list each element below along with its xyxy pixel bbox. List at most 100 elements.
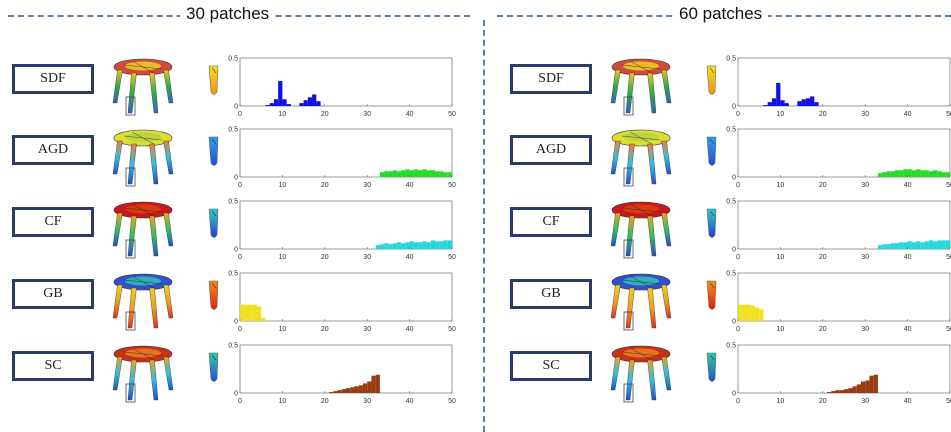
histogram-bar (354, 386, 359, 393)
histogram-bar (907, 241, 912, 249)
histogram-bar (307, 97, 313, 106)
isolated-leg-figure (706, 65, 717, 95)
x-tick-label: 20 (819, 111, 827, 118)
histogram-bar (831, 391, 836, 393)
histogram-bar (405, 242, 410, 249)
histogram-bar (426, 242, 431, 249)
table-mesh-figure (610, 58, 672, 116)
histogram-bar (426, 170, 431, 177)
histogram-bar (299, 103, 304, 106)
histogram-bar (903, 242, 908, 249)
x-tick-label: 0 (736, 254, 740, 261)
y-tick-label: 0 (234, 247, 238, 254)
x-tick-label: 30 (363, 254, 371, 261)
table-mesh-figure (112, 201, 174, 259)
histogram-sdf: 0 10 20 30 40 50 0 0.5 (726, 56, 951, 119)
isolated-leg-figure (706, 136, 717, 166)
x-tick-label: 40 (904, 254, 912, 261)
x-tick-label: 0 (736, 398, 740, 405)
histogram-bar (367, 381, 372, 393)
x-tick-label: 20 (321, 398, 329, 405)
histogram-bar (848, 388, 853, 393)
x-tick-label: 40 (406, 254, 414, 261)
isolated-leg-figure (706, 208, 717, 238)
histogram-bar (443, 240, 448, 249)
histogram-bar (827, 392, 832, 393)
histogram-bar (379, 172, 385, 177)
histogram-bar (388, 171, 393, 177)
panel-title-right: 60 patches (673, 0, 769, 28)
histogram-bar (945, 240, 950, 249)
table-mesh-figure (610, 201, 672, 259)
y-tick-label: 0.5 (228, 271, 238, 278)
x-tick-label: 20 (321, 254, 329, 261)
histogram-bar (928, 171, 934, 177)
y-tick-label: 0 (234, 391, 238, 398)
isolated-leg-figure (208, 352, 219, 382)
histogram-bar (256, 306, 262, 321)
isolated-leg-figure (706, 352, 717, 382)
y-tick-label: 0 (732, 247, 736, 254)
histogram-bar (945, 172, 950, 177)
histogram-bar (865, 380, 870, 393)
histogram-bar (771, 98, 777, 106)
histogram-bar (350, 387, 355, 393)
x-tick-label: 20 (321, 182, 329, 189)
histogram-bar (810, 96, 815, 106)
histogram-bar (907, 169, 912, 177)
panel-divider (483, 20, 485, 432)
histogram-bar (422, 241, 427, 249)
histogram-bar (877, 173, 883, 177)
histogram-bar (911, 242, 917, 249)
histogram-bar (941, 240, 946, 249)
x-tick-label: 0 (736, 182, 740, 189)
descriptor-label-sdf: SDF (510, 64, 592, 94)
histogram-bar (413, 242, 419, 249)
x-tick-label: 30 (861, 326, 869, 333)
histogram-bar (928, 240, 934, 249)
histogram-bar (805, 98, 811, 106)
descriptor-label-sc: SC (12, 351, 94, 381)
histogram-bar (844, 389, 849, 393)
table-mesh-figure (112, 345, 174, 403)
y-tick-label: 0.5 (726, 56, 736, 63)
x-tick-label: 50 (946, 326, 951, 333)
histogram-bar (405, 169, 410, 177)
histogram-bar (252, 304, 257, 321)
histogram-bar (439, 171, 444, 177)
x-tick-label: 10 (777, 254, 785, 261)
histogram-bar (911, 170, 917, 177)
x-tick-label: 20 (819, 398, 827, 405)
histogram-bar (899, 242, 904, 249)
histogram-bar (784, 103, 789, 106)
histogram-sc: 0 10 20 30 40 50 0 0.5 (228, 343, 456, 406)
histogram-bar (852, 386, 857, 393)
histogram-bar (890, 171, 895, 177)
histogram-bar (916, 241, 921, 249)
x-tick-label: 50 (448, 254, 456, 261)
histogram-bar (873, 374, 878, 393)
descriptor-label-gb: GB (510, 279, 592, 309)
y-tick-label: 0 (732, 391, 736, 398)
x-tick-label: 10 (279, 326, 287, 333)
x-tick-label: 40 (904, 182, 912, 189)
x-tick-label: 40 (406, 398, 414, 405)
x-tick-label: 10 (279, 111, 287, 118)
histogram-bar (375, 245, 380, 249)
x-tick-label: 40 (406, 111, 414, 118)
histogram-bar (392, 243, 397, 249)
histogram-agd: 0 10 20 30 40 50 0 0.5 (726, 127, 951, 190)
histogram-bar (379, 244, 385, 249)
y-tick-label: 0.5 (228, 343, 238, 350)
x-tick-label: 40 (904, 398, 912, 405)
histogram-gb: 0 10 20 30 40 50 0 0.5 (726, 271, 951, 334)
histogram-bar (265, 105, 270, 106)
x-tick-label: 50 (448, 182, 456, 189)
descriptor-label-gb: GB (12, 279, 94, 309)
histogram-bar (430, 240, 436, 249)
histogram-bar (371, 375, 376, 393)
histogram-bar (401, 243, 406, 249)
histogram-bar (409, 170, 414, 177)
table-mesh-figure (112, 58, 174, 116)
histogram-bar (801, 99, 806, 106)
